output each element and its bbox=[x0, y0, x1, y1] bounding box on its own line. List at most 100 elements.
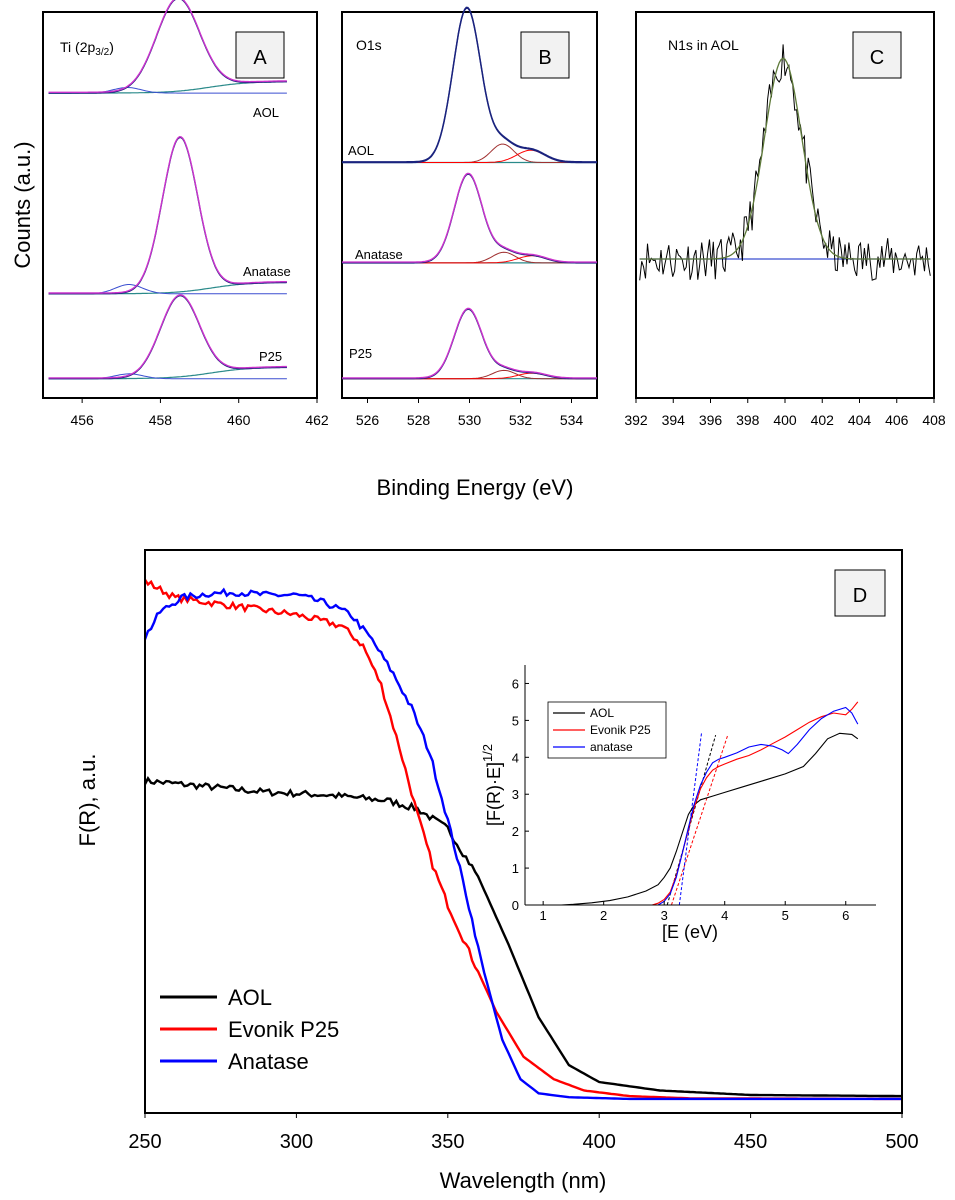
x-tick-label: 404 bbox=[848, 412, 872, 428]
data-trace bbox=[342, 308, 597, 380]
panel-a-frame bbox=[42, 11, 318, 399]
panel-d-frame bbox=[144, 549, 903, 1114]
inset-y-tick-label: 0 bbox=[512, 898, 519, 913]
inset-y-tick-label: 4 bbox=[512, 750, 519, 765]
inset-legend-label-anatase: anatase bbox=[590, 740, 633, 754]
legend-label-p25: Evonik P25 bbox=[228, 1017, 339, 1042]
inset-ticks: 1 2 3 4 5 6 0 1 2 3 4 5 6 bbox=[512, 676, 850, 923]
inset-x-tick-label: 3 bbox=[661, 908, 668, 923]
x-tick-label: 500 bbox=[885, 1131, 918, 1153]
inset-y-tick-label: 1 bbox=[512, 861, 519, 876]
inset-x-tick-label: 5 bbox=[782, 908, 789, 923]
inset-y-tick-label: 2 bbox=[512, 824, 519, 839]
panel-d-x-axis-label: Wavelength (nm) bbox=[440, 1168, 607, 1193]
fit-envelope bbox=[342, 172, 597, 263]
legend-label-aol: AOL bbox=[228, 985, 272, 1010]
inset-legend-label-aol: AOL bbox=[590, 706, 614, 720]
x-tick-label: 250 bbox=[128, 1131, 161, 1153]
panel-a-trace-label-aol: AOL bbox=[253, 105, 279, 120]
panel-a-x-ticks: 456 458 460 462 bbox=[70, 398, 329, 428]
panel-d-x-ticks: 250 300 350 400 450 500 bbox=[128, 1113, 919, 1153]
panel-d-y-axis-label: F(R), a.u. bbox=[75, 754, 100, 847]
panel-b-label: B bbox=[538, 47, 551, 69]
x-tick-label: 534 bbox=[560, 412, 584, 428]
x-tick-label: 394 bbox=[662, 412, 686, 428]
x-tick-label: 462 bbox=[305, 412, 329, 428]
panel-a-curves bbox=[48, 0, 287, 380]
panel-b-trace-label-anatase: Anatase bbox=[355, 247, 403, 262]
inset-y-tick-label: 5 bbox=[512, 713, 519, 728]
x-tick-label: 530 bbox=[458, 412, 482, 428]
panel-c-curves bbox=[639, 44, 931, 281]
panel-a: Ti (2p3/2) A AOL Anatase P25 456 458 460 46… bbox=[42, 0, 329, 428]
panel-a-trace-label-p25: P25 bbox=[259, 349, 282, 364]
fit-envelope bbox=[639, 57, 931, 260]
panel-b-curves bbox=[342, 6, 597, 380]
inset-curves bbox=[561, 701, 859, 906]
x-tick-label: 300 bbox=[280, 1131, 313, 1153]
inset-y-tick-label: 6 bbox=[512, 676, 519, 691]
panel-b-trace-label-p25: P25 bbox=[349, 346, 372, 361]
data-trace bbox=[48, 295, 287, 380]
series-line-aol bbox=[143, 775, 902, 1098]
x-tick-label: 460 bbox=[227, 412, 251, 428]
panel-d-legend: AOL Evonik P25 Anatase bbox=[160, 985, 339, 1074]
x-tick-label: 400 bbox=[583, 1131, 616, 1153]
fit-envelope bbox=[342, 307, 597, 379]
panel-d-label: D bbox=[853, 585, 867, 607]
panel-b-trace-label-aol: AOL bbox=[348, 143, 374, 158]
fit-envelope bbox=[342, 6, 597, 163]
top-x-axis-label: Binding Energy (eV) bbox=[377, 475, 574, 500]
inset-legend: AOL Evonik P25 anatase bbox=[547, 701, 667, 759]
data-trace bbox=[639, 44, 931, 281]
panel-a-label: A bbox=[253, 47, 267, 69]
x-tick-label: 350 bbox=[431, 1131, 464, 1153]
fit-envelope bbox=[48, 135, 287, 294]
x-tick-label: 528 bbox=[407, 412, 431, 428]
panel-a-title: Ti (2p3/2) bbox=[60, 39, 114, 58]
panel-b: O1s B AOL Anatase P25 526 528 530 532 534 bbox=[341, 6, 598, 428]
inset-x-tick-label: 6 bbox=[842, 908, 849, 923]
x-tick-label: 396 bbox=[699, 412, 723, 428]
panel-c-label-box bbox=[852, 31, 902, 79]
inset-x-tick-label: 4 bbox=[721, 908, 728, 923]
panel-c-x-ticks: 392 394 396 398 400 402 404 406 408 bbox=[624, 398, 946, 428]
panel-a-label-box bbox=[235, 31, 285, 79]
fit-envelope bbox=[48, 294, 287, 379]
panel-a-trace-label-anatase: Anatase bbox=[243, 264, 291, 279]
panel-d-label-box bbox=[834, 569, 886, 617]
top-y-axis-label: Counts (a.u.) bbox=[10, 141, 35, 268]
panel-d-curves bbox=[143, 579, 902, 1101]
panel-c: N1s in AOL C 392 394 396 398 400 402 404 406 408 bbox=[624, 11, 946, 428]
panel-b-title: O1s bbox=[356, 37, 382, 53]
x-tick-label: 406 bbox=[885, 412, 909, 428]
inset-x-tick-label: 2 bbox=[600, 908, 607, 923]
x-tick-label: 408 bbox=[922, 412, 946, 428]
x-tick-label: 398 bbox=[736, 412, 760, 428]
inset-y-tick-label: 3 bbox=[512, 787, 519, 802]
x-tick-label: 402 bbox=[811, 412, 835, 428]
panel-d: F(R), a.u. Wavelength (nm) D 250 300 350 40… bbox=[75, 549, 919, 1193]
inset-series-anatase bbox=[657, 706, 859, 906]
panel-c-title: N1s in AOL bbox=[668, 37, 739, 53]
panel-d-inset: 1 2 3 4 5 6 0 1 2 3 4 5 6 [F(R)·E]1/2 [E (eV) AOL Ev… bbox=[480, 665, 876, 942]
inset-y-axis-label: [F(R)·E]1/2 bbox=[480, 744, 504, 826]
x-tick-label: 532 bbox=[509, 412, 533, 428]
x-tick-label: 400 bbox=[773, 412, 797, 428]
panel-c-label: C bbox=[870, 47, 884, 69]
x-tick-label: 392 bbox=[624, 412, 648, 428]
x-tick-label: 456 bbox=[70, 412, 94, 428]
legend-label-anatase: Anatase bbox=[228, 1049, 309, 1074]
x-tick-label: 458 bbox=[149, 412, 173, 428]
inset-legend-label-p25: Evonik P25 bbox=[590, 723, 651, 737]
fit-envelope bbox=[48, 0, 287, 93]
x-tick-label: 526 bbox=[356, 412, 380, 428]
panel-b-label-box bbox=[520, 31, 570, 79]
series-line-anatase bbox=[143, 587, 902, 1101]
panel-b-x-ticks: 526 528 530 532 534 bbox=[356, 398, 584, 428]
inset-x-axis-label: [E (eV) bbox=[662, 922, 718, 942]
data-trace bbox=[342, 7, 597, 164]
background-line bbox=[48, 81, 287, 94]
inset-x-tick-label: 1 bbox=[540, 908, 547, 923]
